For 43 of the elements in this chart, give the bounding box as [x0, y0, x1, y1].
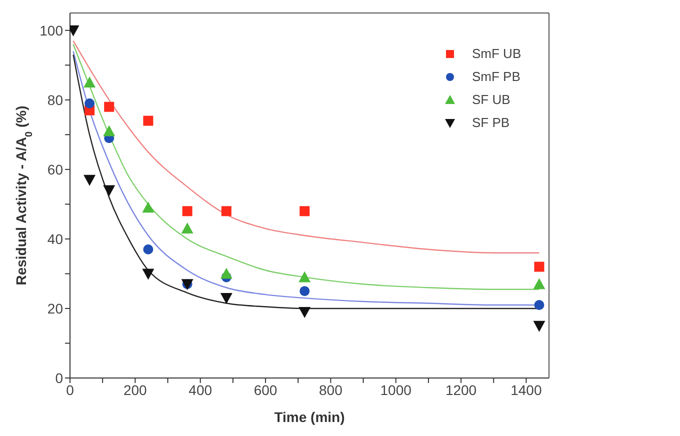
point [298, 271, 311, 282]
legend-label: SmF PB [472, 69, 520, 84]
point [143, 244, 154, 254]
x-tick-label: 1200 [445, 382, 477, 398]
legend-label: SF UB [472, 92, 510, 107]
y-tick-label: 80 [47, 92, 64, 108]
x-axis-title: Time (min) [274, 409, 345, 425]
x-tick-label: 400 [188, 382, 212, 398]
legend-label: SF PB [472, 115, 510, 130]
point [84, 76, 96, 88]
x-tick-label: 1400 [510, 382, 542, 398]
y-tick-label: 0 [55, 370, 64, 386]
point [181, 222, 194, 234]
point [84, 98, 95, 108]
point [142, 268, 154, 280]
point [300, 206, 310, 216]
point [182, 206, 192, 216]
point [103, 125, 116, 136]
point [221, 206, 232, 216]
point [534, 300, 544, 310]
point [84, 174, 96, 186]
y-tick-label: 60 [47, 161, 64, 178]
x-tick-label: 600 [254, 382, 278, 398]
y-tick-label: 100 [40, 22, 64, 38]
point [298, 306, 311, 318]
line-series [72, 40, 540, 254]
x-tick-label: 1000 [380, 382, 412, 398]
point [142, 202, 154, 213]
point [220, 293, 232, 304]
point [533, 278, 546, 290]
y-tick-label: 40 [47, 230, 64, 247]
x-tick-label: 800 [319, 382, 343, 398]
point [220, 268, 232, 279]
point [533, 320, 546, 332]
x-tick-label: 200 [123, 382, 148, 398]
point [300, 286, 310, 296]
point [104, 102, 114, 112]
legend-label: SmF UB [472, 46, 522, 61]
x-tick-label: 0 [66, 382, 74, 398]
point [534, 262, 544, 272]
point [103, 185, 116, 196]
y-tick-label: 20 [47, 300, 64, 316]
point [143, 116, 154, 126]
